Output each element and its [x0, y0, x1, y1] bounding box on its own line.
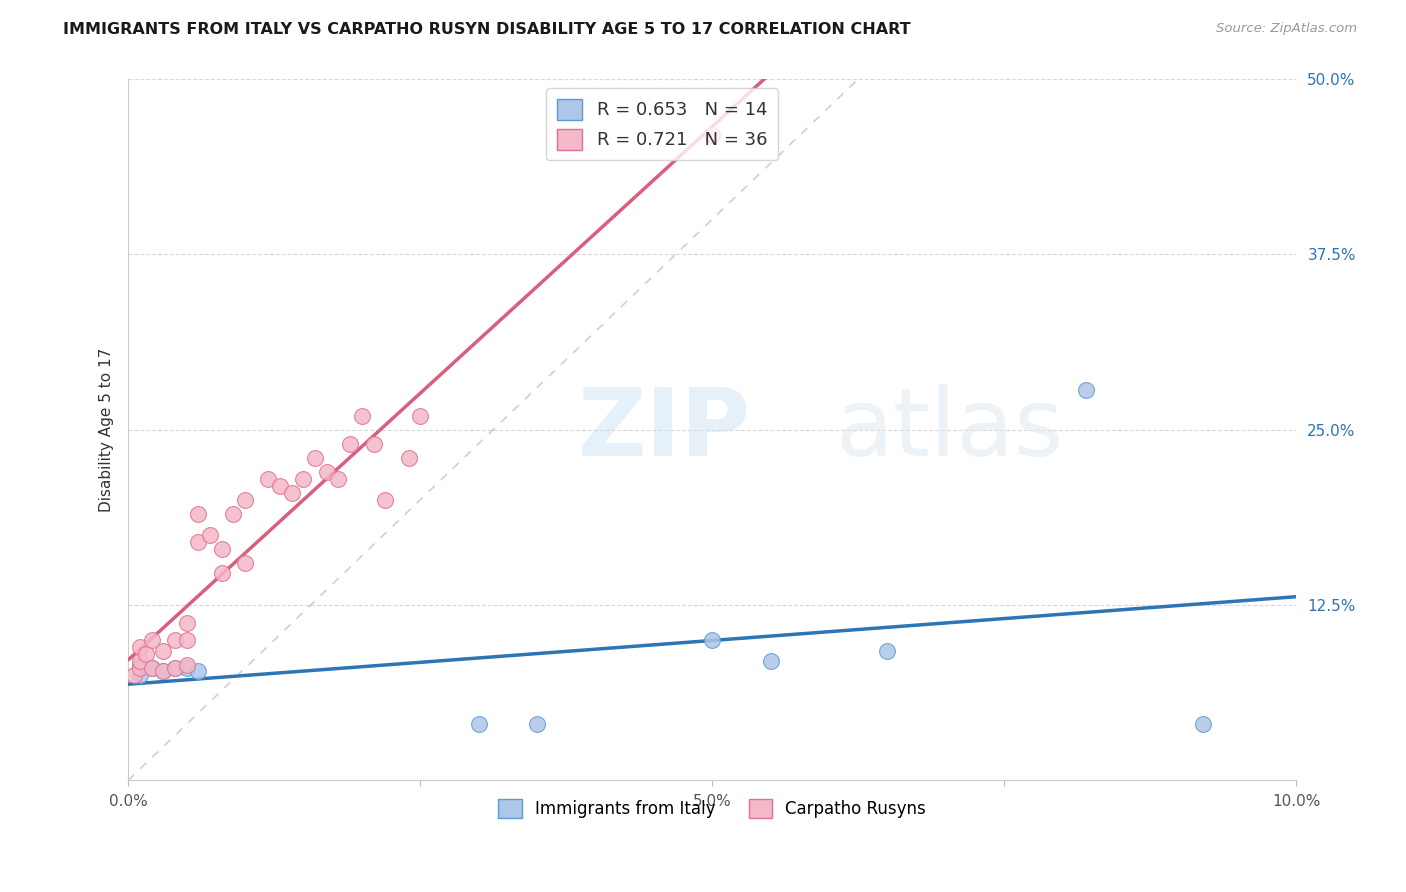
Point	[141, 633, 163, 648]
Point	[152, 644, 174, 658]
Y-axis label: Disability Age 5 to 17: Disability Age 5 to 17	[100, 348, 114, 512]
Point	[176, 633, 198, 648]
Point	[211, 541, 233, 556]
Text: IMMIGRANTS FROM ITALY VS CARPATHO RUSYN DISABILITY AGE 5 TO 17 CORRELATION CHART: IMMIGRANTS FROM ITALY VS CARPATHO RUSYN …	[63, 22, 911, 37]
Point	[350, 409, 373, 423]
Point	[292, 472, 315, 486]
Point	[398, 450, 420, 465]
Point	[269, 479, 291, 493]
Point	[176, 661, 198, 675]
Point	[129, 661, 152, 675]
Point	[363, 436, 385, 450]
Point	[304, 450, 326, 465]
Point	[163, 661, 186, 675]
Point	[141, 661, 163, 675]
Point	[374, 492, 396, 507]
Point	[467, 717, 489, 731]
Point	[152, 664, 174, 678]
Point	[187, 664, 209, 678]
Point	[211, 566, 233, 580]
Text: ZIP: ZIP	[578, 384, 751, 475]
Legend: Immigrants from Italy, Carpatho Rusyns: Immigrants from Italy, Carpatho Rusyns	[492, 792, 932, 824]
Point	[759, 654, 782, 668]
Point	[152, 664, 174, 678]
Point	[222, 507, 245, 521]
Point	[328, 472, 350, 486]
Point	[702, 633, 724, 648]
Point	[876, 644, 898, 658]
Text: atlas: atlas	[835, 384, 1063, 475]
Point	[176, 616, 198, 631]
Point	[129, 640, 152, 654]
Point	[702, 128, 724, 142]
Point	[339, 436, 361, 450]
Point	[198, 528, 221, 542]
Point	[1191, 717, 1213, 731]
Point	[122, 668, 145, 682]
Point	[129, 654, 152, 668]
Point	[526, 717, 548, 731]
Point	[233, 556, 256, 570]
Point	[233, 492, 256, 507]
Text: Source: ZipAtlas.com: Source: ZipAtlas.com	[1216, 22, 1357, 36]
Point	[129, 668, 152, 682]
Point	[187, 507, 209, 521]
Point	[163, 633, 186, 648]
Point	[176, 658, 198, 673]
Point	[129, 658, 152, 673]
Point	[1074, 384, 1097, 398]
Point	[409, 409, 432, 423]
Point	[141, 661, 163, 675]
Point	[257, 472, 280, 486]
Point	[187, 534, 209, 549]
Point	[163, 661, 186, 675]
Point	[281, 485, 304, 500]
Point	[135, 647, 157, 661]
Point	[315, 465, 337, 479]
